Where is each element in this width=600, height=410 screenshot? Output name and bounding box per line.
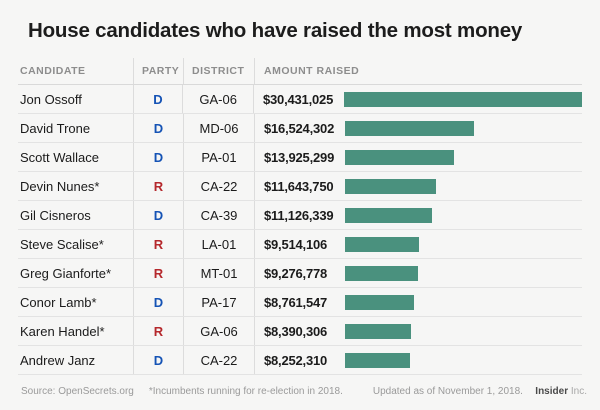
amount-raised-value: $11,643,750 bbox=[264, 178, 334, 194]
footer-incumbent-note: *Incumbents running for re-election in 2… bbox=[148, 386, 343, 397]
page-title: House candidates who have raised the mos… bbox=[28, 19, 523, 42]
amount-bar bbox=[344, 91, 582, 107]
party-label: R bbox=[133, 259, 183, 287]
candidate-name: Karen Handel* bbox=[20, 323, 105, 339]
amount-bar bbox=[345, 178, 436, 194]
candidate-name: Greg Gianforte* bbox=[20, 265, 112, 281]
candidate-name: Scott Wallace bbox=[20, 149, 99, 165]
header-party: PARTY bbox=[133, 58, 183, 84]
header-district: DISTRICT bbox=[183, 58, 254, 84]
amount-bar bbox=[345, 120, 474, 136]
amount-cell: $8,252,310 bbox=[254, 346, 582, 374]
party-label: D bbox=[133, 201, 183, 229]
table-row: Conor Lamb* D PA-17 $8,761,547 bbox=[18, 288, 582, 317]
amount-raised-value: $11,126,339 bbox=[264, 207, 334, 223]
table-row: Jon Ossoff D GA-06 $30,431,025 bbox=[18, 85, 582, 114]
district-label: CA-22 bbox=[183, 172, 254, 200]
footer-updated-date: Updated as of November 1, 2018. bbox=[372, 386, 523, 397]
amount-cell: $13,925,299 bbox=[254, 143, 582, 171]
amount-cell: $11,126,339 bbox=[254, 201, 582, 229]
amount-raised-value: $8,761,547 bbox=[264, 294, 328, 310]
party-label: D bbox=[133, 288, 183, 316]
table-row: Andrew Janz D CA-22 $8,252,310 bbox=[18, 346, 582, 375]
candidate-name: Conor Lamb* bbox=[20, 294, 97, 310]
district-label: CA-22 bbox=[183, 346, 254, 374]
insider-logo-bold: Insider bbox=[535, 386, 569, 397]
amount-bar bbox=[345, 323, 411, 339]
candidate-name: Gil Cisneros bbox=[20, 207, 91, 223]
party-label: D bbox=[133, 114, 183, 142]
amount-bar bbox=[345, 149, 454, 165]
amount-raised-value: $30,431,025 bbox=[263, 91, 334, 107]
amount-raised-value: $13,925,299 bbox=[264, 149, 335, 165]
header-candidate: CANDIDATE bbox=[20, 65, 86, 77]
candidates-table: CANDIDATE PARTY DISTRICT AMOUNT RAISED J… bbox=[18, 58, 582, 375]
amount-bar bbox=[345, 265, 418, 281]
district-label: MD-06 bbox=[183, 114, 254, 142]
footer-source: Source: OpenSecrets.org bbox=[21, 386, 134, 397]
amount-cell: $30,431,025 bbox=[253, 85, 582, 113]
party-label: R bbox=[133, 172, 183, 200]
amount-raised-value: $8,252,310 bbox=[264, 352, 328, 368]
amount-cell: $9,514,106 bbox=[254, 230, 582, 258]
footer: Source: OpenSecrets.org *Incumbents runn… bbox=[21, 386, 587, 397]
amount-bar bbox=[345, 207, 432, 223]
district-label: CA-39 bbox=[183, 201, 254, 229]
table-row: Devin Nunes* R CA-22 $11,643,750 bbox=[18, 172, 582, 201]
district-label: GA-06 bbox=[183, 317, 254, 345]
amount-raised-value: $8,390,306 bbox=[264, 323, 328, 339]
amount-cell: $16,524,302 bbox=[254, 114, 582, 142]
party-label: R bbox=[133, 317, 183, 345]
amount-cell: $9,276,778 bbox=[254, 259, 582, 287]
party-label: D bbox=[133, 346, 183, 374]
insider-logo: Insider Inc. bbox=[535, 386, 587, 397]
insider-logo-light: Inc. bbox=[570, 386, 587, 397]
table-row: Steve Scalise* R LA-01 $9,514,106 bbox=[18, 230, 582, 259]
party-label: D bbox=[132, 85, 183, 113]
table-body: Jon Ossoff D GA-06 $30,431,025 David Tro… bbox=[18, 85, 582, 375]
district-label: PA-01 bbox=[183, 143, 254, 171]
party-label: R bbox=[133, 230, 183, 258]
table-row: Greg Gianforte* R MT-01 $9,276,778 bbox=[18, 259, 582, 288]
party-label: D bbox=[133, 143, 183, 171]
candidate-name: David Trone bbox=[20, 120, 91, 136]
candidate-name: Devin Nunes* bbox=[20, 178, 100, 194]
district-label: PA-17 bbox=[183, 288, 254, 316]
district-label: MT-01 bbox=[183, 259, 254, 287]
table-header-row: CANDIDATE PARTY DISTRICT AMOUNT RAISED bbox=[18, 58, 582, 85]
amount-raised-value: $9,276,778 bbox=[264, 265, 328, 281]
amount-bar bbox=[345, 352, 410, 368]
table-row: Gil Cisneros D CA-39 $11,126,339 bbox=[18, 201, 582, 230]
table-row: Scott Wallace D PA-01 $13,925,299 bbox=[18, 143, 582, 172]
header-amount-raised: AMOUNT RAISED bbox=[254, 58, 582, 84]
table-row: Karen Handel* R GA-06 $8,390,306 bbox=[18, 317, 582, 346]
amount-bar bbox=[345, 294, 414, 310]
amount-cell: $8,390,306 bbox=[254, 317, 582, 345]
amount-raised-value: $16,524,302 bbox=[264, 120, 335, 136]
amount-cell: $11,643,750 bbox=[254, 172, 582, 200]
table-row: David Trone D MD-06 $16,524,302 bbox=[18, 114, 582, 143]
candidate-name: Jon Ossoff bbox=[20, 91, 82, 107]
district-label: LA-01 bbox=[183, 230, 254, 258]
candidate-name: Andrew Janz bbox=[20, 352, 96, 368]
amount-raised-value: $9,514,106 bbox=[264, 236, 328, 252]
district-label: GA-06 bbox=[182, 85, 253, 113]
candidate-name: Steve Scalise* bbox=[20, 236, 104, 252]
amount-cell: $8,761,547 bbox=[254, 288, 582, 316]
amount-bar bbox=[345, 236, 419, 252]
